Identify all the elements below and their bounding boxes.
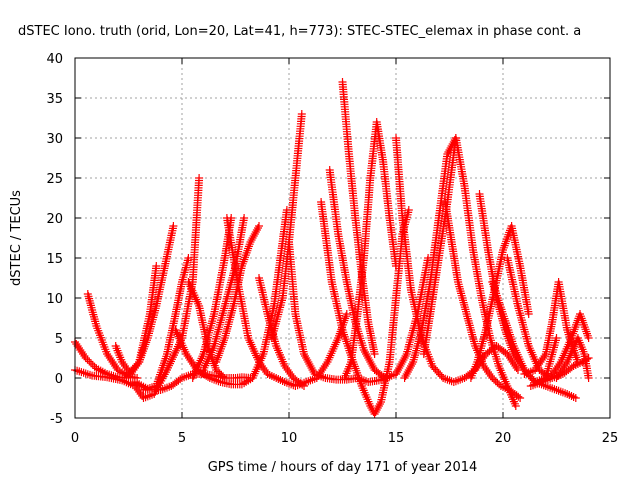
y-axis-label: dSTEC / TECUs xyxy=(9,190,24,286)
y-tick-label: 15 xyxy=(46,252,63,267)
y-tick-label: 25 xyxy=(46,172,63,187)
data-series-31 xyxy=(552,334,593,382)
y-tick-label: 20 xyxy=(46,212,63,227)
data-series-19 xyxy=(338,78,379,358)
data-series-24 xyxy=(441,198,525,402)
y-tick-label: 35 xyxy=(46,92,63,107)
x-tick-label: 20 xyxy=(495,431,512,446)
chart-title: dSTEC Iono. truth (orid, Lon=20, Lat=41,… xyxy=(18,24,581,39)
data-series-17 xyxy=(317,198,413,418)
data-series-7 xyxy=(139,254,193,394)
grid-lines xyxy=(75,58,610,418)
y-tick-label: 5 xyxy=(55,332,63,347)
x-tick-label: 25 xyxy=(602,431,619,446)
plot-frame xyxy=(74,57,611,419)
x-tick-label: 5 xyxy=(178,431,186,446)
axis-ticks: 0 5 10 15 20 25 -5 0 5 10 15 20 25 30 35 40 xyxy=(46,52,618,446)
data-series-13 xyxy=(222,214,351,390)
data-series-25 xyxy=(466,222,533,382)
x-axis-label: GPS time / hours of day 171 of year 2014 xyxy=(208,460,478,475)
y-tick-label: 10 xyxy=(46,292,63,307)
y-tick-label: 0 xyxy=(55,372,63,387)
data-series-23 xyxy=(419,134,520,410)
y-tick-label: 40 xyxy=(46,52,63,67)
data-series-5 xyxy=(124,222,178,378)
data-series-14 xyxy=(255,274,308,390)
data-series-29 xyxy=(520,278,582,378)
y-tick-label: -5 xyxy=(50,412,63,427)
x-tick-label: 15 xyxy=(388,431,405,446)
data-series-20 xyxy=(340,118,400,382)
x-tick-label: 0 xyxy=(71,431,79,446)
data-layer xyxy=(71,78,593,418)
y-tick-label: 30 xyxy=(46,132,63,147)
x-tick-label: 10 xyxy=(281,431,298,446)
data-series-10 xyxy=(188,214,236,382)
data-series-22 xyxy=(400,134,460,382)
